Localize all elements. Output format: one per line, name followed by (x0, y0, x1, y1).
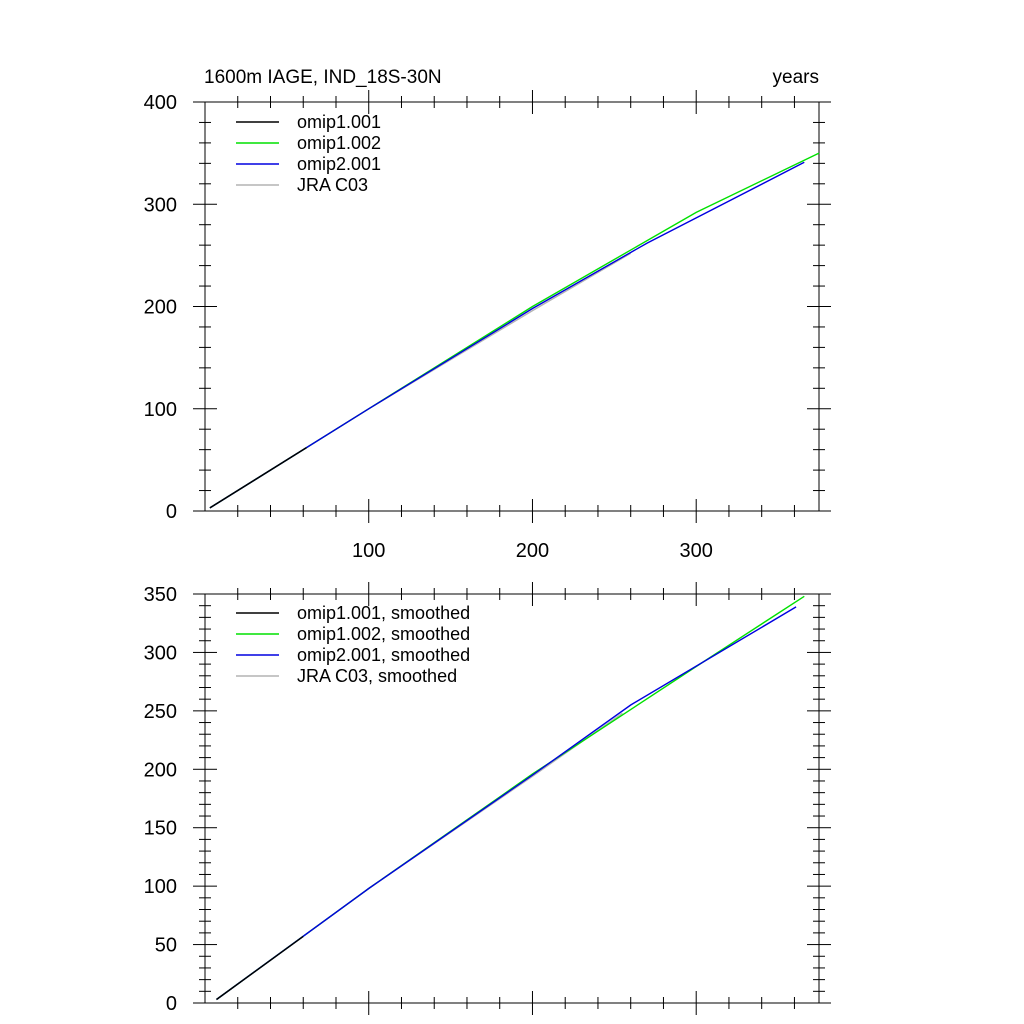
y-tick-label: 100 (144, 876, 177, 898)
legend-label: omip2.001 (297, 154, 381, 174)
legend-label: omip1.002 (297, 133, 381, 153)
y-tick-label: 400 (144, 92, 177, 114)
y-tick-label: 50 (155, 935, 177, 957)
panel-top: 100 200 300 0 100 200 300 400 omip1.001omip1.002… (144, 90, 831, 562)
chart-title-right: years (773, 67, 819, 88)
series-line (216, 935, 304, 1001)
legend-label: omip1.002, smoothed (297, 624, 470, 644)
series-line (216, 712, 623, 1001)
legend-label: JRA C03 (297, 175, 368, 195)
y-tick-label: 200 (144, 297, 177, 319)
x-tick-label: 300 (680, 540, 713, 562)
series-line (216, 606, 797, 1001)
x-tick-label: 200 (516, 540, 549, 562)
y-tick-label: 100 (144, 399, 177, 421)
y-tick-label: 0 (166, 993, 177, 1015)
y-tick-label: 300 (144, 642, 177, 664)
y-tick-label: 350 (144, 584, 177, 606)
panel-bottom: 0 50 100 150 200 250 300 350 omip1.001, smoothed… (144, 582, 831, 1015)
legend-label: omip1.001 (297, 112, 381, 132)
legend-label: JRA C03, smoothed (297, 666, 457, 686)
series-line (209, 447, 307, 509)
x-tick-label: 100 (352, 540, 385, 562)
legend-label: omip2.001, smoothed (297, 645, 470, 665)
y-tick-label: 300 (144, 194, 177, 216)
y-tick-label: 250 (144, 701, 177, 723)
series-line (209, 152, 820, 509)
y-tick-label: 150 (144, 818, 177, 840)
series-line (209, 161, 805, 509)
y-tick-label: 200 (144, 759, 177, 781)
plot-frame (204, 593, 820, 1004)
series-line (209, 252, 632, 509)
legend-label: omip1.001, smoothed (297, 603, 470, 623)
y-tick-label: 0 (166, 501, 177, 523)
chart-title: 1600m IAGE, IND_18S-30N (204, 67, 442, 88)
